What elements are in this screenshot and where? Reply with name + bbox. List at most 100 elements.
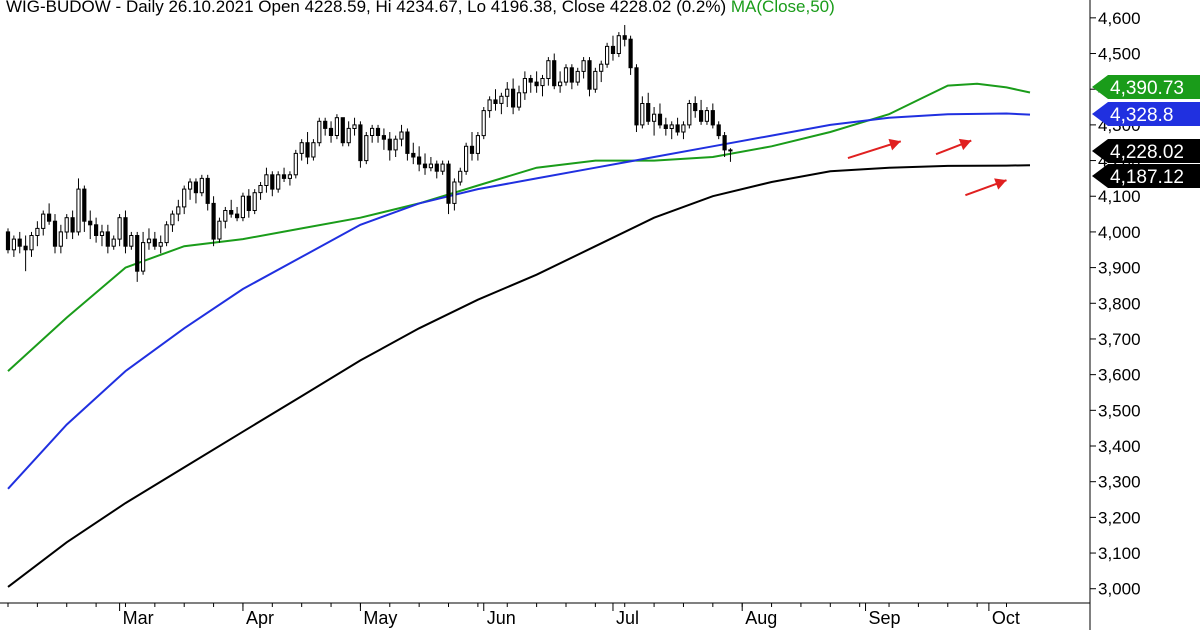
y-tick-label: 4,500 [1098,45,1141,64]
annotation-arrows [847,138,1007,197]
candle-body [716,124,721,137]
candle-body [152,238,157,247]
candle-body [605,45,610,65]
candle-body [88,220,93,226]
candle-body [434,163,439,172]
candle-body [393,138,398,151]
candle-body [188,181,193,190]
candle-body [311,142,316,158]
candle-body [446,163,451,204]
candle-body [5,231,11,251]
candle-body [493,99,498,105]
candle-body [422,163,428,169]
price-labels: 4,390.73 4,328.8 4,228.02 4,187.12 [1092,75,1200,188]
candle-body [364,135,369,162]
candle-body [129,235,134,247]
candle-body [428,163,433,169]
candle-body [23,245,28,251]
candle-body [287,174,292,179]
candle-body [358,124,363,162]
price-label-text: 4,390.73 [1110,78,1184,99]
candle-body [82,188,87,222]
candle-body [281,174,287,179]
candle-body [469,145,475,154]
candle-body [552,60,557,87]
candle-body [334,117,339,136]
candle-body [546,60,551,79]
candle-body [622,35,627,40]
candle-body [399,131,404,140]
candle-body [240,195,246,219]
candle-body [475,135,480,154]
candle-body [663,124,668,130]
candle-body [276,174,281,190]
candle-body [264,174,269,187]
candle-body [76,188,81,233]
y-tick-label: 4,600 [1098,9,1141,28]
header-ohlc: Open 4228.59, Hi 4234.67, Lo 4196.38, Cl… [258,0,726,16]
header-period: Daily [126,0,164,16]
candle-body [487,99,492,112]
candle-body [575,70,580,83]
candle-body [293,152,298,176]
x-tick-label: Sep [869,608,901,628]
red-arrow-head [994,178,1007,190]
candle-body [375,127,381,136]
y-tick-label: 3,600 [1098,366,1141,385]
price-label-tag [1092,102,1200,126]
red-arrow-head [888,138,901,151]
header-date: 26.10.2021 [168,0,253,16]
y-tick-label: 3,400 [1098,437,1141,456]
y-tick-label: 3,300 [1098,473,1141,492]
candle-body [141,242,146,272]
price-label-text: 4,228.02 [1110,142,1184,163]
candle-body [99,231,105,236]
candle-body [52,220,58,247]
candle-body [458,170,463,183]
candle-body [146,238,152,244]
candle-body [270,174,275,190]
y-tick-label: 3,700 [1098,330,1141,349]
candle-body [511,88,516,108]
candle-body [11,238,17,251]
candle-body [569,67,574,83]
candle-body [563,67,569,83]
price-label-text: 4,187.12 [1110,167,1184,188]
candle-body [634,67,639,126]
candle-body [687,103,692,126]
candle-body [505,88,510,97]
y-tick-label: 3,500 [1098,401,1141,420]
candle-body [58,231,63,247]
ma-line-2 [7,164,1031,588]
x-tick-label: Aug [745,608,777,628]
candle-body [522,78,527,94]
candle-body [646,103,651,122]
candle-body [710,110,715,126]
candle-body [411,152,416,158]
candle-body [499,95,504,104]
candle-body [17,238,22,247]
price-label-tag [1092,75,1200,99]
axes: 4,6004,5004,4004,3004,2004,1004,0003,900… [0,0,1141,630]
candle-body [205,177,210,204]
candle-body [669,124,674,130]
candle-body [123,217,128,247]
candle-body [516,92,522,108]
candle-body [217,220,222,240]
candle-body [235,213,240,219]
candle-body [111,238,116,247]
ma-line-0 [7,82,1031,372]
candle-body [199,177,204,194]
candle-body [370,127,375,136]
candle-body [29,235,34,251]
y-tick-label: 4,000 [1098,223,1141,242]
candle-body [182,188,187,208]
candle-body [47,213,52,222]
candle-body [258,185,263,194]
candle-body [35,227,40,236]
x-tick-label: Jun [487,608,516,628]
candle-body [464,145,469,172]
candle-body [728,149,733,152]
candle-body [440,163,445,172]
